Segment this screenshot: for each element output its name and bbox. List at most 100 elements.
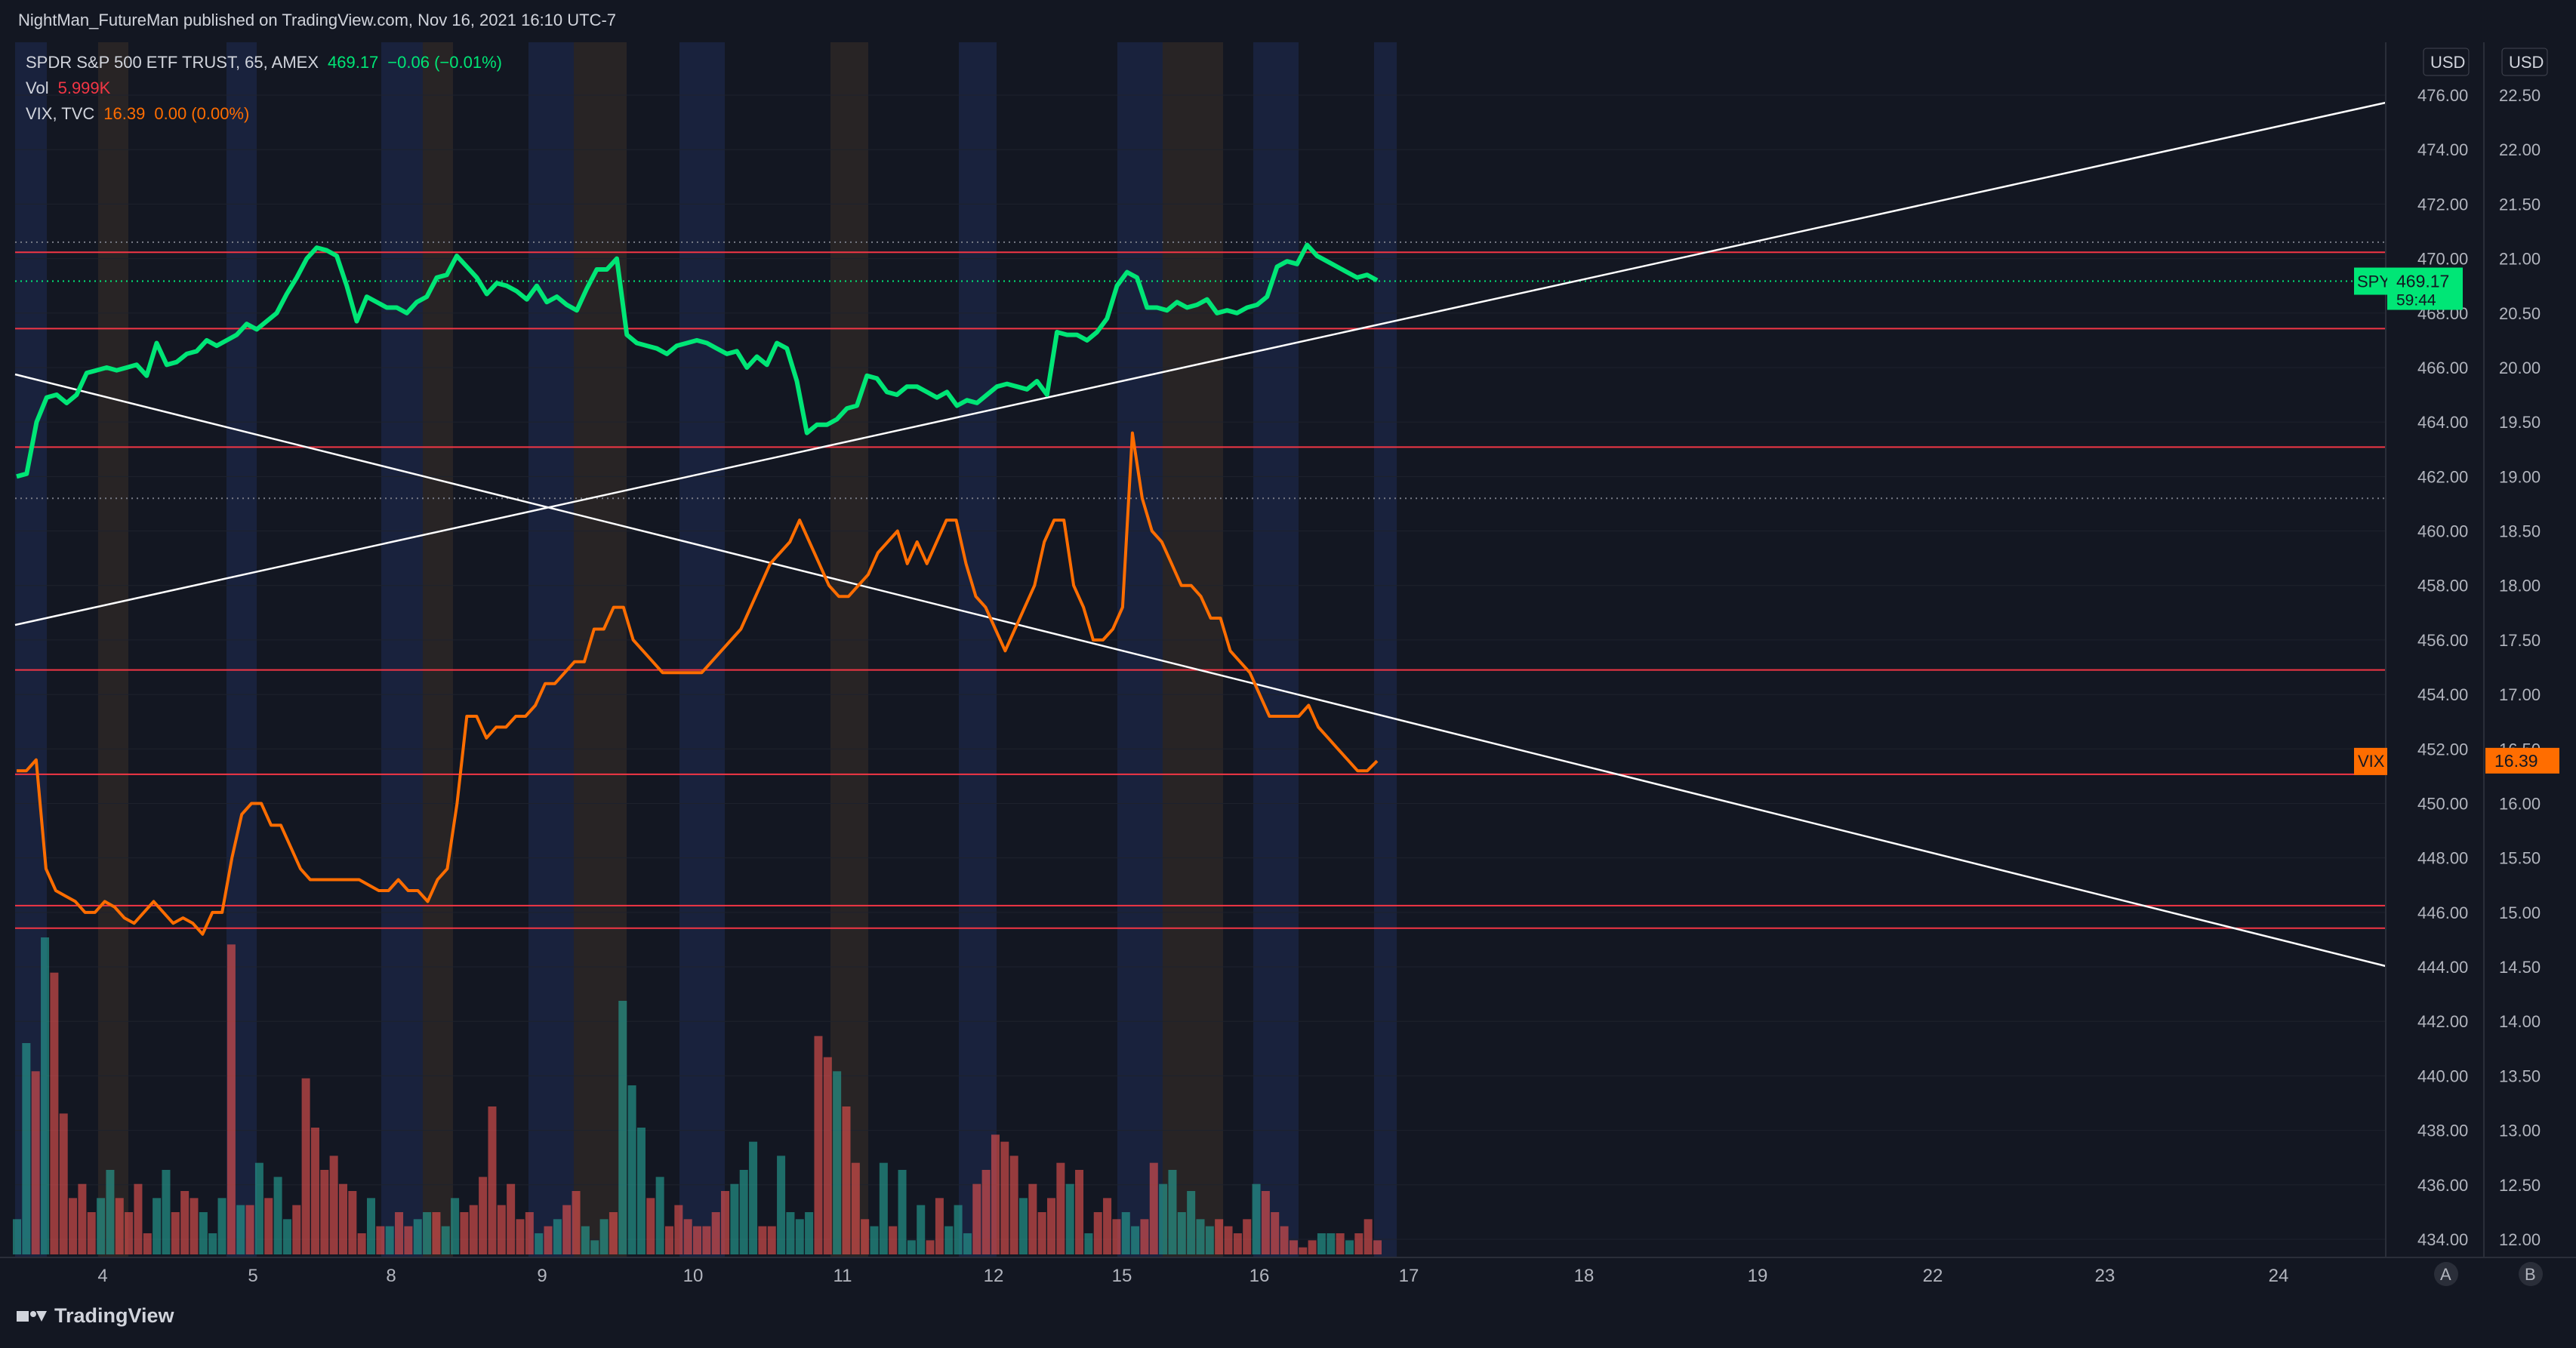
volume-bar [273, 1177, 282, 1254]
left-tick-label: 460.00 [2417, 522, 2468, 541]
legend-vix[interactable]: VIX, TVC 16.39 0.00 (0.00%) [26, 101, 502, 127]
volume-bar [301, 1078, 310, 1254]
volume-bar [1327, 1233, 1336, 1254]
axis-background [2386, 0, 2576, 1348]
volume-bar [711, 1212, 720, 1254]
right-tick-label: 12.50 [2499, 1176, 2541, 1195]
volume-bar [264, 1198, 273, 1254]
volume-bar [553, 1219, 562, 1254]
volume-bar [683, 1219, 692, 1254]
volume-bar [41, 937, 50, 1254]
left-tick-label: 448.00 [2417, 849, 2468, 868]
volume-bar [1056, 1162, 1065, 1254]
volume-bar [13, 1219, 21, 1254]
volume-bar [609, 1212, 618, 1254]
vix-series-line [17, 431, 1379, 936]
volume-bar [1075, 1170, 1084, 1254]
right-tick-label: 13.00 [2499, 1122, 2541, 1140]
session-band [1117, 42, 1163, 1257]
volume-bar [944, 1226, 954, 1254]
volume-bar [991, 1134, 1000, 1254]
volume-bar [1345, 1240, 1354, 1254]
trend-lines [14, 101, 2386, 968]
volume-bar [479, 1177, 488, 1254]
time-tick-label: 22 [1923, 1266, 1943, 1286]
left-tick-label: 452.00 [2417, 740, 2468, 759]
legend-vix-change: 0.00 (0.00%) [154, 104, 250, 123]
left-tick-label: 470.00 [2417, 250, 2468, 269]
right-tick-label: 18.00 [2499, 577, 2541, 596]
volume-bar [954, 1205, 963, 1254]
volume-bar [572, 1191, 581, 1254]
volume-bar [1354, 1233, 1363, 1254]
volume-bar [1243, 1219, 1252, 1254]
legend-vol-name: Vol [26, 78, 49, 97]
volume-bar [1093, 1212, 1102, 1254]
volume-bar [460, 1212, 469, 1254]
volume-bar [31, 1071, 40, 1254]
volume-bar [786, 1212, 795, 1254]
volume-bar [870, 1226, 879, 1254]
volume-bar [646, 1198, 655, 1254]
volume-bar [1336, 1233, 1345, 1254]
volume-bar [544, 1226, 553, 1254]
footer-brand[interactable]: TradingView [17, 1304, 174, 1328]
volume-bar [1280, 1226, 1289, 1254]
legend-spy[interactable]: SPDR S&P 500 ETF TRUST, 65, AMEX 469.17 … [26, 50, 502, 75]
right-tick-label: 15.50 [2499, 849, 2541, 868]
right-tick-label: 14.50 [2499, 958, 2541, 977]
volume-bar [814, 1036, 823, 1254]
session-band [1163, 42, 1223, 1257]
volume-bar [739, 1170, 748, 1254]
time-tick-label: 12 [984, 1266, 1004, 1286]
volume-bar [180, 1191, 190, 1254]
right-tick-label: 21.50 [2499, 195, 2541, 214]
time-tick-label: 8 [386, 1266, 396, 1286]
right-tick-label: 18.50 [2499, 522, 2541, 541]
volume-bar [451, 1198, 460, 1254]
volume-bar [87, 1212, 96, 1254]
volume-bar [1289, 1240, 1298, 1254]
right-tick-label: 13.50 [2499, 1066, 2541, 1085]
right-tick-label: 17.00 [2499, 685, 2541, 704]
left-tick-label: 472.00 [2417, 195, 2468, 214]
volume-bar [1308, 1240, 1317, 1254]
volume-bar [1084, 1233, 1093, 1254]
volume-bar [329, 1156, 338, 1254]
volume-bar [1159, 1183, 1168, 1254]
left-tick-label: 444.00 [2417, 958, 2468, 977]
volume-bar [1037, 1212, 1046, 1254]
volume-bar [423, 1212, 432, 1254]
volume-bar [767, 1226, 776, 1254]
volume-bar [199, 1212, 208, 1254]
volume-bar [413, 1219, 422, 1254]
vix-price-bg [2485, 747, 2559, 774]
volume-bar [599, 1219, 609, 1254]
right-tick-label: 12.00 [2499, 1230, 2541, 1249]
legend-vol[interactable]: Vol 5.999K [26, 75, 502, 101]
right-tick-label: 14.00 [2499, 1012, 2541, 1031]
volume-bar [171, 1212, 180, 1254]
volume-bar [842, 1106, 851, 1254]
volume-bar [693, 1226, 701, 1254]
volume-bar [497, 1205, 506, 1254]
volume-bar [153, 1198, 162, 1254]
volume-bar [823, 1057, 832, 1254]
volume-bar [562, 1205, 572, 1254]
time-tick-label: 23 [2095, 1266, 2115, 1286]
volume-bar [217, 1198, 226, 1254]
volume-bar [898, 1170, 907, 1254]
volume-bar [1028, 1183, 1037, 1254]
volume-bar [721, 1191, 730, 1254]
volume-bar [1196, 1219, 1205, 1254]
right-tick-label: 19.00 [2499, 467, 2541, 486]
volume-bar [1187, 1191, 1196, 1254]
volume-bar [59, 1113, 68, 1254]
currency-label: USD [2509, 53, 2544, 72]
volume-bar [525, 1212, 534, 1254]
time-tick-label: 10 [683, 1266, 704, 1286]
volume-bar [162, 1170, 171, 1254]
volume-bar [338, 1183, 347, 1254]
